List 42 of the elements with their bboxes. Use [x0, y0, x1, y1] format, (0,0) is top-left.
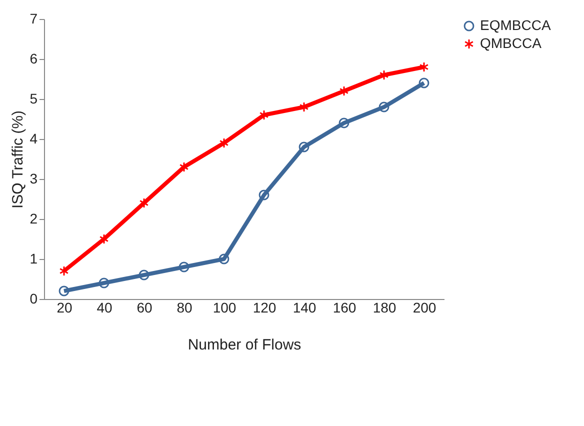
x-tick-label: 200: [412, 300, 436, 316]
point: [139, 198, 149, 208]
point: [418, 78, 430, 88]
point: [218, 254, 230, 264]
x-tick-label: 20: [56, 300, 72, 316]
legend-label: EQMBCCA: [480, 17, 552, 33]
y-tick-label: 2: [30, 210, 38, 226]
point: [298, 142, 310, 152]
point: [99, 234, 109, 244]
x-tick-label: 80: [176, 300, 192, 316]
point: [138, 270, 150, 280]
x-tick-label: 100: [212, 300, 236, 316]
x-tick-label: 60: [136, 300, 152, 316]
y-tick-label: 4: [30, 130, 38, 146]
y-tick-label: 6: [30, 50, 38, 66]
y-tick-label: 5: [30, 90, 38, 106]
y-axis-title: ISQ Traffic (%): [10, 110, 27, 209]
y-tick-label: 7: [30, 10, 38, 26]
point: [379, 70, 389, 80]
x-tick-label: 140: [292, 300, 316, 316]
point: [299, 102, 309, 112]
y-tick-label: 1: [30, 250, 38, 266]
point: [58, 286, 70, 296]
point: [219, 138, 229, 148]
point: [178, 262, 190, 272]
legend-label: QMBCCA: [480, 35, 542, 51]
x-tick-label: 180: [372, 300, 396, 316]
point: [258, 190, 270, 200]
point: [338, 118, 350, 128]
y-tick-label: 3: [30, 170, 38, 186]
point: [419, 62, 429, 72]
point: [378, 102, 390, 112]
x-tick-label: 40: [96, 300, 112, 316]
point: [339, 86, 349, 96]
point: [59, 266, 69, 276]
point: [259, 110, 269, 120]
point: [179, 162, 189, 172]
x-tick-label: 120: [252, 300, 276, 316]
x-axis-title: Number of Flows: [188, 336, 302, 354]
x-tick-label: 160: [332, 300, 356, 316]
point: [98, 278, 110, 288]
y-tick-label: 0: [30, 290, 38, 306]
